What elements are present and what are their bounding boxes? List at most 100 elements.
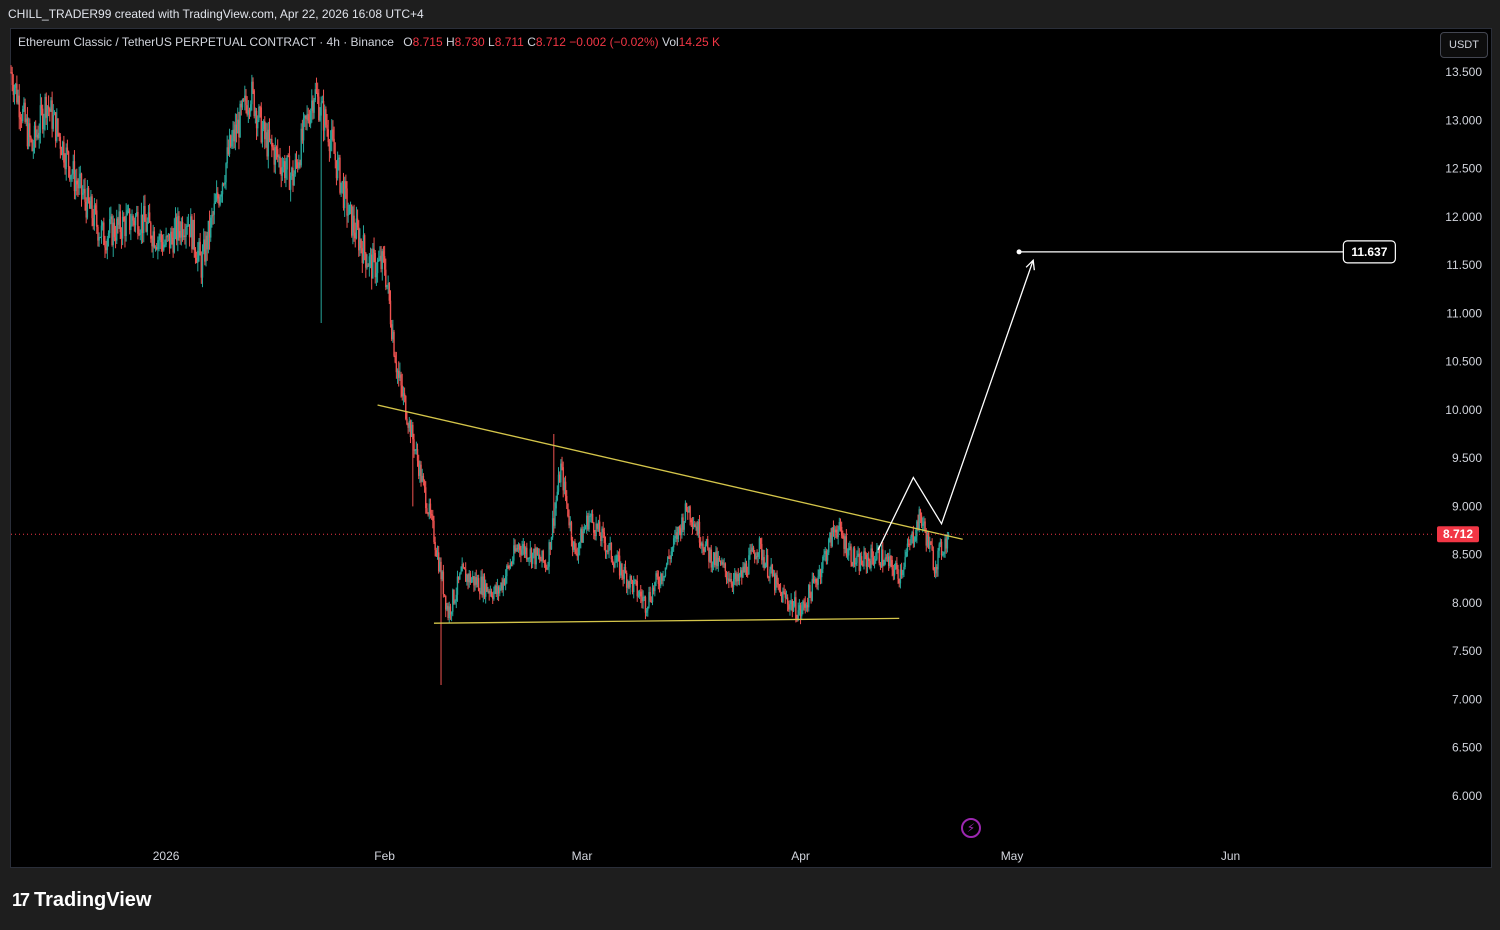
candle-down xyxy=(217,192,219,199)
candle-down xyxy=(587,515,589,530)
candle-up xyxy=(441,571,443,580)
candle-down xyxy=(784,592,786,598)
candle-down xyxy=(280,167,282,176)
candle-up xyxy=(660,573,662,586)
candle-down xyxy=(423,480,426,488)
candle-down xyxy=(235,124,238,134)
candle-up xyxy=(27,123,30,147)
candle-up xyxy=(849,546,851,549)
candle-down xyxy=(786,597,789,605)
candle-up xyxy=(221,183,224,195)
x-tick-label: Mar xyxy=(572,849,593,863)
candle-down xyxy=(696,526,698,535)
chart-frame[interactable] xyxy=(10,28,1492,868)
candle-down xyxy=(287,155,289,157)
candle-up xyxy=(23,102,25,110)
candle-down xyxy=(334,153,336,161)
candle-down xyxy=(11,72,13,85)
candle-up xyxy=(244,95,246,101)
candle-down xyxy=(322,100,325,131)
candle-up xyxy=(372,248,374,279)
candle-up xyxy=(590,513,593,517)
candle-down xyxy=(153,231,156,248)
candle-up xyxy=(459,573,461,580)
candle-up xyxy=(472,576,474,580)
currency-button[interactable]: USDT xyxy=(1440,32,1488,58)
candle-up xyxy=(704,544,707,552)
candle-down xyxy=(661,573,663,581)
candle-down xyxy=(631,580,634,593)
candle-down xyxy=(20,119,23,122)
candle-down xyxy=(777,583,779,585)
candle-up xyxy=(588,516,590,530)
candle-up xyxy=(269,138,272,140)
candle-down xyxy=(442,571,445,595)
candle-down xyxy=(932,550,935,570)
candle-up xyxy=(436,552,439,557)
candle-up xyxy=(125,214,127,237)
x-tick-label: Jun xyxy=(1221,849,1240,863)
candle-up xyxy=(886,556,889,558)
candle-down xyxy=(259,106,261,108)
tradingview-logo[interactable]: 17 TradingView xyxy=(12,888,151,912)
candle-down xyxy=(271,138,273,147)
candle-down xyxy=(477,578,480,592)
candle-down xyxy=(351,204,353,236)
candle-down xyxy=(523,544,526,554)
candle-up xyxy=(359,239,361,251)
candle-up xyxy=(764,563,766,569)
candle-up xyxy=(824,551,826,555)
candle-down xyxy=(188,224,191,238)
candle-down xyxy=(339,157,341,193)
candle-down xyxy=(42,108,44,130)
candle-down xyxy=(690,519,692,523)
candle-up xyxy=(511,560,514,564)
candle-up xyxy=(98,237,100,241)
candle-up xyxy=(282,161,285,167)
candle-down xyxy=(45,96,47,118)
candle-down xyxy=(730,578,732,584)
candle-down xyxy=(275,146,278,150)
candle-down xyxy=(390,324,393,340)
candle-down xyxy=(628,581,630,588)
candle-up xyxy=(855,562,857,565)
candle-down xyxy=(365,252,367,268)
candle-down xyxy=(325,109,327,125)
candle-down xyxy=(812,578,815,582)
candle-down xyxy=(759,538,762,544)
candle-up xyxy=(529,548,532,559)
tradingview-brand: TradingView xyxy=(34,888,152,911)
symbol-legend[interactable]: Ethereum Classic / TetherUS PERPETUAL CO… xyxy=(18,35,720,49)
candle-up xyxy=(183,235,185,238)
candle-up xyxy=(647,606,649,611)
candle-down xyxy=(194,250,197,258)
candle-down xyxy=(622,574,624,579)
candle-up xyxy=(749,550,751,556)
y-tick-label: 12.000 xyxy=(1445,210,1482,224)
candle-down xyxy=(809,585,811,593)
candle-up xyxy=(934,566,937,574)
candle-down xyxy=(652,587,655,592)
candle-up xyxy=(770,564,772,570)
candle-up xyxy=(817,576,819,585)
candle-up xyxy=(742,566,744,578)
candle-down xyxy=(85,201,87,218)
candle-up xyxy=(321,100,324,103)
candle-up xyxy=(134,215,137,226)
candle-down xyxy=(420,464,422,482)
candle-up xyxy=(340,182,342,193)
candle-down xyxy=(594,532,596,537)
candle-down xyxy=(743,566,745,573)
candle-up xyxy=(201,251,204,278)
candle-down xyxy=(703,548,705,552)
candle-up xyxy=(108,219,111,234)
candle-down xyxy=(611,559,614,564)
lightning-icon[interactable]: ⚡ xyxy=(961,818,981,838)
candle-up xyxy=(899,569,902,584)
candle-up xyxy=(789,604,791,610)
candle-up xyxy=(154,247,157,249)
candle-up xyxy=(531,552,534,564)
candle-up xyxy=(637,595,640,597)
candle-down xyxy=(879,563,882,568)
